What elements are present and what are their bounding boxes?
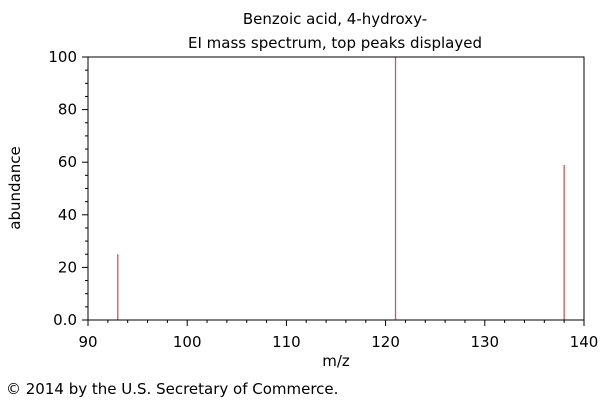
y-tick-label: 40 bbox=[58, 206, 77, 224]
peak-series bbox=[117, 57, 565, 320]
y-tick-label: 20 bbox=[58, 258, 77, 276]
x-tick-label: 110 bbox=[272, 333, 301, 351]
y-tick-label: 0.0 bbox=[53, 311, 77, 329]
x-axis-ticks: 90 100 110 120 130 140 bbox=[78, 320, 598, 351]
y-tick-label: 80 bbox=[58, 101, 77, 119]
y-tick-label: 100 bbox=[48, 48, 77, 66]
chart-subtitle: EI mass spectrum, top peaks displayed bbox=[188, 34, 482, 52]
y-axis-ticks: 0.0 20 40 60 80 100 bbox=[48, 48, 88, 329]
y-tick-label: 60 bbox=[58, 153, 77, 171]
chart-title: Benzoic acid, 4-hydroxy- bbox=[243, 10, 427, 28]
x-axis-label: m/z bbox=[322, 352, 350, 370]
plot-frame bbox=[87, 56, 585, 321]
x-tick-label: 120 bbox=[371, 333, 400, 351]
x-tick-label: 90 bbox=[78, 333, 97, 351]
y-axis-label: abundance bbox=[6, 146, 24, 229]
x-tick-label: 130 bbox=[470, 333, 499, 351]
x-tick-label: 100 bbox=[173, 333, 202, 351]
copyright-notice: © 2014 by the U.S. Secretary of Commerce… bbox=[6, 380, 339, 398]
x-tick-label: 140 bbox=[570, 333, 599, 351]
